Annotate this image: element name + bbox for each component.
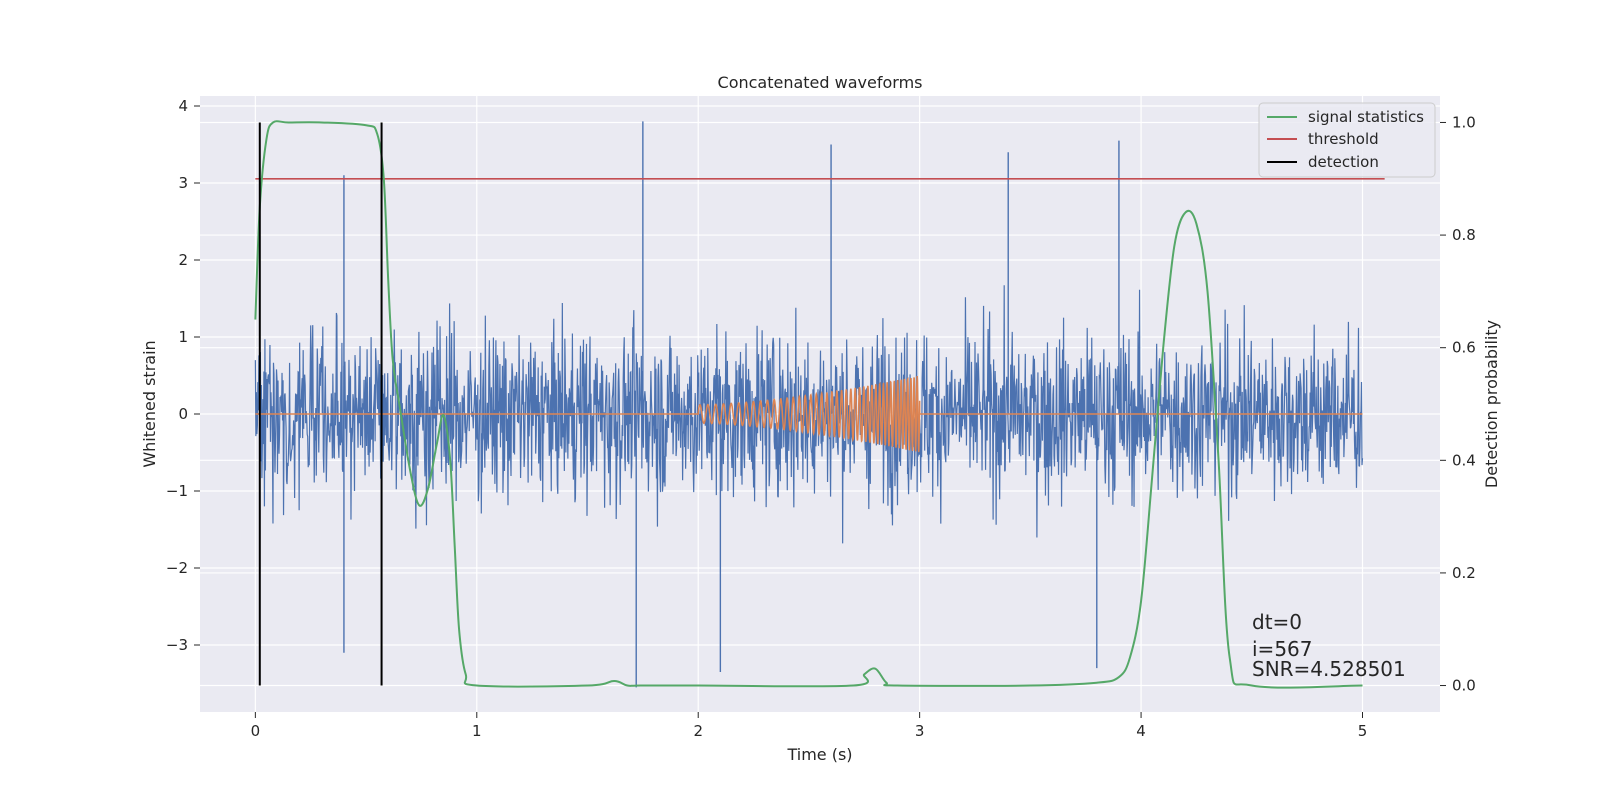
annotations: dt=0 i=567 SNR=4.528501 [1252, 610, 1406, 681]
x-tick-label-5: 5 [1358, 722, 1368, 740]
annotation-snr: SNR=4.528501 [1252, 657, 1406, 681]
y-axis-label-left: Whitened strain [140, 340, 159, 467]
left-tick-label-6: 3 [178, 174, 188, 192]
right-tick-label-0: 0.0 [1452, 677, 1476, 695]
right-tick-label-5: 1.0 [1452, 113, 1476, 131]
left-tick-label-2: −1 [166, 482, 188, 500]
x-tick-label-0: 0 [251, 722, 261, 740]
bottom-axis: 0 1 2 3 4 5 [251, 712, 1368, 740]
chart-title: Concatenated waveforms [718, 73, 923, 92]
left-tick-label-0: −3 [166, 636, 188, 654]
legend-label-detection: detection [1308, 153, 1379, 171]
right-tick-label-4: 0.8 [1452, 226, 1476, 244]
legend-box [1258, 102, 1436, 178]
annotation-index: i=567 [1252, 637, 1313, 661]
series-injection-line [255, 375, 1363, 453]
legend-label-signal: signal statistics [1308, 108, 1424, 126]
right-tick-label-2: 0.4 [1452, 451, 1476, 469]
x-tick-label-1: 1 [472, 722, 482, 740]
right-tick-label-1: 0.2 [1452, 564, 1476, 582]
left-tick-label-1: −2 [166, 559, 188, 577]
right-tick-label-3: 0.6 [1452, 339, 1476, 357]
legend-label-threshold: threshold [1308, 130, 1379, 148]
series-signal-statistics-line [254, 120, 1363, 689]
x-axis-label: Time (s) [786, 745, 852, 764]
y-axis-label-right: Detection probability [1482, 320, 1501, 488]
left-tick-label-7: 4 [178, 97, 188, 115]
left-axis: −3 −2 −1 0 1 2 3 4 [166, 97, 200, 654]
left-tick-label-4: 1 [178, 328, 188, 346]
x-tick-label-3: 3 [915, 722, 925, 740]
left-tick-label-3: 0 [178, 405, 188, 423]
right-axis: 0.0 0.2 0.4 0.6 0.8 1.0 [1440, 113, 1476, 695]
x-tick-label-2: 2 [693, 722, 703, 740]
legend: signal statistics threshold detection [1258, 102, 1436, 178]
plot-lines [254, 120, 1385, 689]
left-tick-label-5: 2 [178, 251, 188, 269]
x-tick-label-4: 4 [1136, 722, 1146, 740]
annotation-dt: dt=0 [1252, 610, 1302, 634]
